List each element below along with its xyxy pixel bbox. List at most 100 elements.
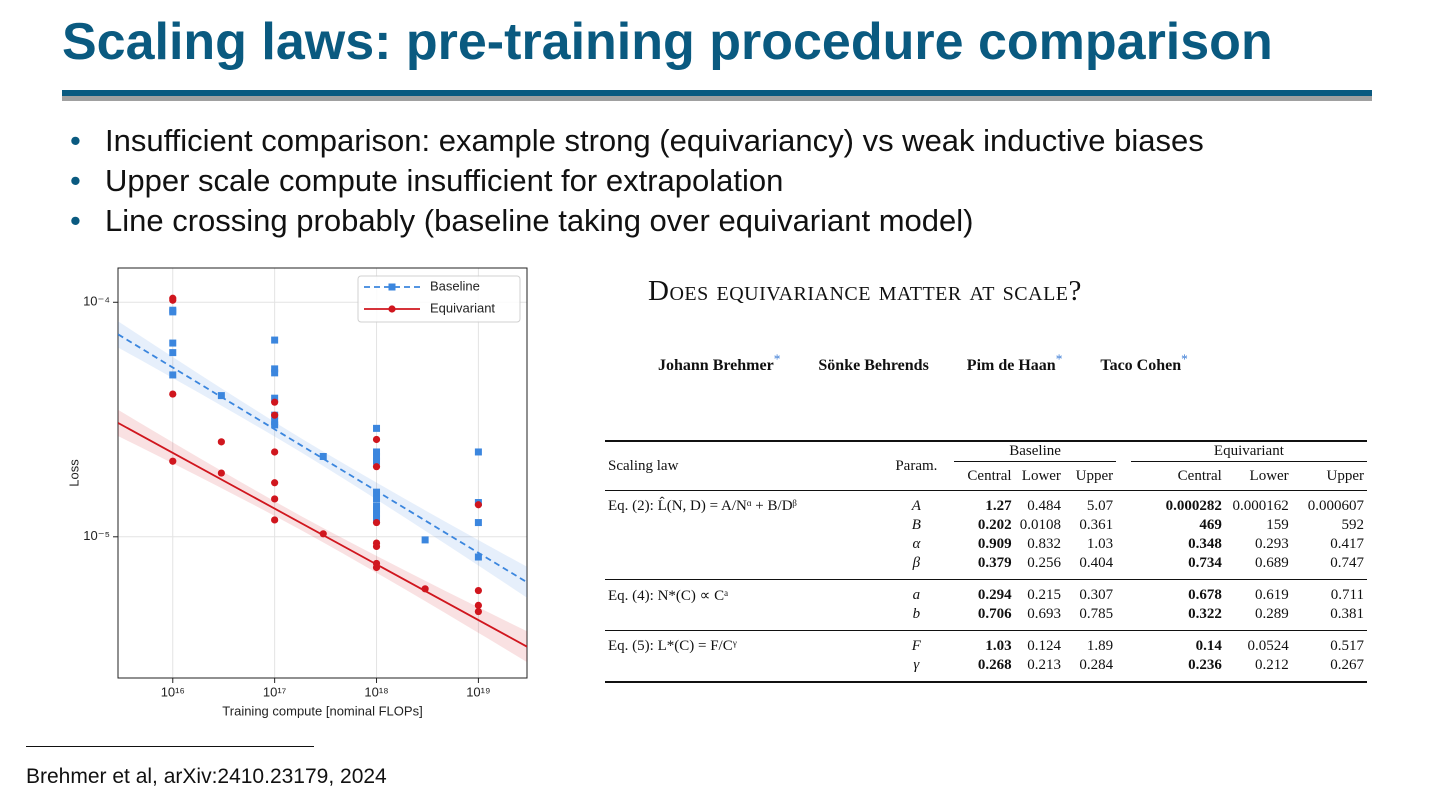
value-cell: 1.89	[1063, 630, 1117, 656]
marker-square	[271, 336, 279, 344]
value-cell: 0.000162	[1224, 490, 1292, 516]
marker-circle	[169, 296, 177, 304]
spacer	[1116, 630, 1131, 656]
subheader-cell: Lower	[1021, 467, 1061, 484]
law-cell	[605, 605, 879, 631]
value-cell: 0.706	[977, 606, 1012, 622]
value-cell: 0.202	[977, 517, 1012, 533]
marker-square	[373, 495, 381, 503]
marker-circle	[474, 501, 482, 509]
value-cell: 0.734	[1188, 555, 1222, 571]
title-rule	[62, 90, 1372, 96]
header-cell: Scaling law	[608, 457, 679, 474]
value-cell: 0.215	[1014, 579, 1064, 605]
marker-square	[373, 510, 381, 518]
spacer	[1116, 490, 1131, 516]
value-cell: 0.711	[1291, 579, 1367, 605]
marker-square	[373, 457, 381, 465]
param-cell: B	[911, 517, 921, 533]
value-cell: 0.289	[1254, 606, 1289, 622]
value-cell: 0.236	[1188, 657, 1222, 673]
value-cell: 0.678	[1130, 579, 1225, 605]
x-tick-label: 10¹⁷	[263, 684, 287, 699]
group-header: Equivariant	[1130, 441, 1367, 462]
value-cell: 0.417	[1330, 536, 1364, 552]
marker-square	[474, 448, 482, 456]
marker-circle	[372, 563, 381, 572]
bullet: Upper scale compute insufficient for ext…	[70, 161, 1204, 201]
spacer	[1116, 516, 1131, 535]
spacer	[1116, 656, 1131, 682]
table-row: b 0.706 0.693 0.785 0.322 0.289 0.381	[605, 605, 1367, 631]
law-cell	[605, 656, 879, 682]
spacer	[1116, 462, 1131, 491]
author: Johann Brehmer*	[658, 352, 780, 375]
marker-square	[373, 502, 381, 510]
legend-label: Equivariant	[430, 300, 495, 315]
title-rule-gray	[62, 96, 1372, 101]
value-cell: 0.348	[1188, 536, 1222, 552]
bullet: Insufficient comparison: example strong …	[70, 121, 1204, 161]
marker-circle	[271, 411, 279, 419]
marker-circle	[474, 601, 482, 609]
author-name: Johann Brehmer	[658, 357, 774, 375]
spacer	[1116, 441, 1131, 462]
spacer	[1116, 579, 1131, 605]
marker-circle	[474, 586, 482, 595]
value-cell: 0.361	[1079, 517, 1114, 533]
table-row: α 0.909 0.832 1.03 0.348 0.293 0.417	[605, 535, 1367, 554]
slide-title: Scaling laws: pre-training procedure com…	[62, 13, 1273, 71]
subheader-cell: Upper	[1075, 467, 1114, 484]
group-header: Baseline	[953, 441, 1117, 462]
author-name: Taco Cohen	[1100, 357, 1182, 375]
value-cell: 0.785	[1079, 606, 1114, 622]
value-cell: 1.27	[953, 490, 1015, 516]
value-cell: 469	[1199, 517, 1222, 533]
table-row: Eq. (2): L̂(N, D) = A/Nᵅ + B/Dᵝ A 1.27 0.48…	[605, 490, 1367, 516]
value-cell: 0.213	[1027, 657, 1061, 673]
footnote: Brehmer et al, arXiv:2410.23179, 2024	[26, 765, 387, 788]
subheader-cell: Central	[1177, 467, 1222, 484]
marker-square	[474, 553, 482, 561]
author-mark: *	[773, 352, 781, 367]
value-cell: 0.284	[1079, 657, 1114, 673]
value-cell: 0.379	[977, 555, 1012, 571]
plot-frame	[117, 267, 528, 679]
value-cell: 0.404	[1079, 555, 1114, 571]
value-cell: 0.0108	[1019, 517, 1061, 533]
x-tick-label: 10¹⁸	[364, 684, 388, 699]
marker-circle	[217, 469, 225, 477]
table-row: Eq. (4): N*(C) ∝ Cᵃ a 0.294 0.215 0.307 0.678…	[605, 579, 1367, 605]
param-cell: α	[912, 536, 921, 552]
value-cell: 0.307	[1063, 579, 1117, 605]
marker-square	[271, 394, 279, 402]
table-row: Eq. (5): L*(C) = F/Cᵞ F 1.03 0.124 1.89 0.14 0…	[605, 630, 1367, 656]
marker-square	[373, 488, 381, 496]
subheader-cell: Upper	[1326, 467, 1365, 484]
value-cell: 0.294	[953, 579, 1015, 605]
marker-square	[271, 365, 279, 373]
law-cell	[605, 535, 879, 554]
value-cell: 0.000282	[1130, 490, 1225, 516]
spacer	[1116, 535, 1131, 554]
marker-circle	[271, 516, 279, 524]
value-cell: 0.124	[1014, 630, 1064, 656]
bullet: Line crossing probably (baseline taking …	[70, 201, 1204, 241]
law-cell: Eq. (5): L*(C) = F/Cᵞ	[605, 630, 879, 656]
marker-square	[373, 424, 381, 432]
marker-circle	[271, 479, 279, 487]
marker-circle	[421, 585, 429, 593]
legend-marker	[388, 283, 396, 291]
value-cell: 0.747	[1330, 555, 1364, 571]
param-cell: F	[878, 630, 954, 656]
value-cell: 0.693	[1027, 606, 1061, 622]
value-cell: 0.212	[1254, 657, 1289, 673]
value-cell: 1.03	[953, 630, 1015, 656]
param-cell: β	[912, 555, 921, 571]
marker-circle	[271, 448, 279, 456]
author: Pim de Haan*	[967, 352, 1063, 374]
marker-square	[373, 506, 381, 514]
value-cell: 0.000607	[1291, 490, 1367, 516]
value-cell: 0.484	[1014, 490, 1064, 516]
marker-square	[373, 514, 381, 522]
